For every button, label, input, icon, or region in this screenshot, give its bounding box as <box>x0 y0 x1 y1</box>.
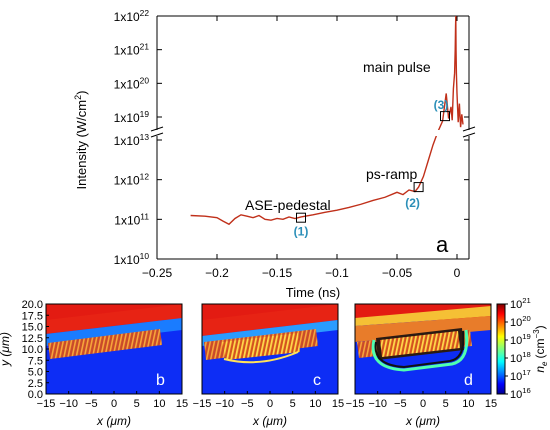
density-panel-b <box>46 304 182 394</box>
map-x-tick-label: −15 <box>346 398 365 410</box>
map-x-tick-label: 10 <box>462 398 474 410</box>
map-x-tick-label: −5 <box>241 398 254 410</box>
map-y-tick-label: 10.0 <box>22 344 43 356</box>
map-x-tick-label: 10 <box>153 398 165 410</box>
markers: (1) (2) (3) <box>294 98 450 239</box>
map-x-tick-label: 0 <box>267 398 273 410</box>
marker-label: (2) <box>405 196 420 210</box>
colorbar-tick-label: 1021 <box>510 296 531 311</box>
map-x-tick-label: 15 <box>332 398 344 410</box>
y-tick-label: 1x1020 <box>114 75 150 91</box>
colorbar-tick-label: 1017 <box>510 368 531 383</box>
map-x-tick-label: −10 <box>59 398 78 410</box>
colorbar-gradient <box>496 303 506 395</box>
map-x-tick-label: 0 <box>111 398 117 410</box>
y-label-map: y (μm) <box>0 332 12 367</box>
map-x-tick-label: 0 <box>420 398 426 410</box>
panel-b-label: b <box>156 372 165 389</box>
intensity-series-upper <box>437 16 464 130</box>
colorbar-ticks: 1021 1020 1019 1018 1017 1016 <box>505 296 531 401</box>
marker-box <box>440 111 450 122</box>
map-y-tick-label: 0.0 <box>28 389 43 401</box>
panel-d-label: d <box>464 372 473 389</box>
colorbar-tick-label: 1016 <box>510 386 531 401</box>
marker-box <box>413 182 424 193</box>
x-tick-label: −0.1 <box>325 266 349 280</box>
y-tick-label: 1x1021 <box>114 42 150 58</box>
x-tick-label: −0.05 <box>382 266 413 280</box>
map-y-tick-label: 2.5 <box>28 378 43 390</box>
y-tick-label: 1x1022 <box>114 8 150 24</box>
main-pulse-label: main pulse <box>363 59 431 75</box>
x-ticks: −0.25 −0.2 −0.15 −0.1 −0.05 0 <box>142 16 461 280</box>
y-tick-label: 1x1012 <box>114 172 150 188</box>
x-axis-label: Time (ns) <box>286 285 340 300</box>
map-x-tick-label: −10 <box>368 398 387 410</box>
y-tick-label: 1x1019 <box>114 109 150 125</box>
density-axis-ticks: −15 −10 −5 0 5 10 15 −15 −10 −5 0 5 10 15 −15 −10 −5 0 5 10… <box>22 299 498 410</box>
map-x-tick-label: −5 <box>394 398 407 410</box>
map-x-tick-label: 5 <box>290 398 296 410</box>
ps-ramp-label: ps-ramp <box>366 166 418 182</box>
colorbar: 1021 1020 1019 1018 1017 1016 ne(cm−3) <box>496 296 549 401</box>
panel-a-label: a <box>436 232 449 257</box>
map-x-tick-label: 10 <box>309 398 321 410</box>
intensity-line-upper <box>437 16 464 130</box>
map-x-tick-label: −10 <box>215 398 234 410</box>
colorbar-label: ne(cm−3) <box>532 325 549 372</box>
intensity-line-lower <box>190 136 438 226</box>
map-x-tick-label: −15 <box>37 398 56 410</box>
map-x-tick-label: 15 <box>485 398 497 410</box>
map-y-tick-label: 12.5 <box>22 333 43 345</box>
panel-c-label: c <box>313 372 321 389</box>
y-ticks: 1x1010 1x1011 1x1012 1x1013 1x1019 1x1020 1x10… <box>114 8 469 267</box>
colorbar-tick-label: 1019 <box>510 332 531 347</box>
map-y-tick-label: 17.5 <box>22 310 43 322</box>
x-label-map-c: x (μm) <box>252 414 287 428</box>
axis-break-marks <box>150 126 476 138</box>
y-tick-label: 1x1013 <box>114 132 150 148</box>
map-x-tick-label: 5 <box>443 398 449 410</box>
intensity-chart: 1x1010 1x1011 1x1012 1x1013 1x1019 1x1020 1x10… <box>73 8 476 300</box>
map-y-tick-label: 7.5 <box>28 355 43 367</box>
ase-pedestal-label: ASE-pedestal <box>245 197 331 213</box>
x-tick-label: −0.15 <box>262 266 293 280</box>
map-x-tick-label: −15 <box>193 398 212 410</box>
density-maps: b c d −15 −10 −5 0 5 10 15 −15 −10 −5 0 5 10 15 −15 −10… <box>0 296 549 428</box>
density-panel-d <box>355 304 491 394</box>
y-axis-label: Intensity (W/cm2) <box>73 91 89 190</box>
x-tick-label: 0 <box>454 266 461 280</box>
map-x-tick-label: 15 <box>176 398 188 410</box>
map-x-tick-label: 5 <box>134 398 140 410</box>
map-x-tick-label: −5 <box>85 398 98 410</box>
marker-label: (3) <box>434 98 449 112</box>
marker-label: (1) <box>294 225 309 239</box>
map-y-tick-label: 5.0 <box>28 367 43 379</box>
x-tick-label: −0.2 <box>205 266 229 280</box>
density-panel-c <box>202 304 338 394</box>
marker-box <box>296 212 306 223</box>
colorbar-tick-label: 1020 <box>510 314 531 329</box>
intensity-series-lower <box>190 136 438 226</box>
plot-frame <box>156 15 470 260</box>
colorbar-tick-label: 1018 <box>510 350 531 365</box>
y-tick-label: 1x1010 <box>114 251 150 267</box>
x-label-map-d: x (μm) <box>405 414 440 428</box>
x-label-map-b: x (μm) <box>96 414 131 428</box>
y-tick-label: 1x1011 <box>114 211 149 227</box>
map-y-tick-label: 15.0 <box>22 322 43 334</box>
map-y-tick-label: 20.0 <box>22 299 43 311</box>
x-tick-label: −0.25 <box>142 266 173 280</box>
